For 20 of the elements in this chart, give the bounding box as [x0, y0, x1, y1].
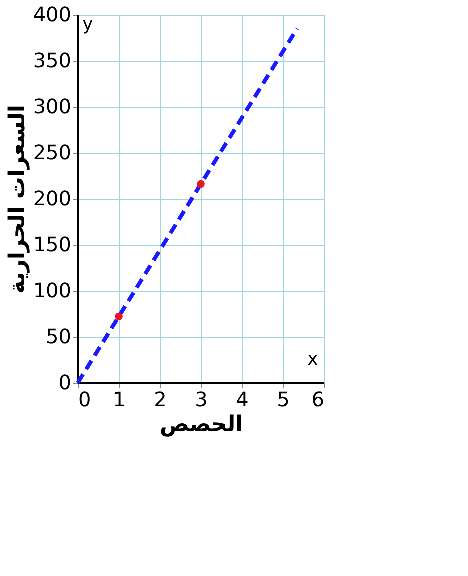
y-tick-label: 400	[33, 2, 72, 26]
annotation: x	[308, 349, 319, 370]
x-tick-label: 3	[195, 388, 208, 412]
x-tick-label: 0	[78, 388, 92, 412]
y-axis-title: السعرات الحرارية	[5, 105, 30, 294]
x-tick-label: 5	[277, 388, 290, 412]
x-tick-label: 1	[113, 388, 126, 412]
x-tick-label: 6	[312, 388, 324, 412]
y-tick-label: 150	[33, 232, 72, 256]
y-tick-label: 250	[33, 140, 72, 164]
y-tick-label: 350	[33, 48, 72, 72]
y-tick-label: 300	[33, 94, 72, 118]
x-axis-title: الحصص	[160, 412, 244, 438]
y-tick-label: 200	[33, 186, 72, 210]
annotation: y	[82, 14, 94, 35]
x-tick-label: 4	[236, 388, 249, 412]
x-tick-label: 2	[154, 388, 167, 412]
y-tick-label: 100	[33, 278, 72, 302]
y-tick-label: 50	[46, 324, 72, 348]
y-tick-label: 0	[58, 370, 72, 394]
